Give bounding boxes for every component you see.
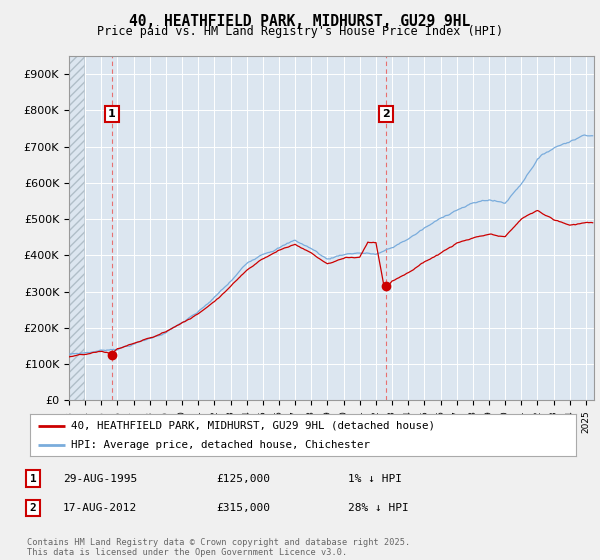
Text: 2: 2: [29, 503, 37, 513]
Text: 28% ↓ HPI: 28% ↓ HPI: [348, 503, 409, 513]
Text: 40, HEATHFIELD PARK, MIDHURST, GU29 9HL: 40, HEATHFIELD PARK, MIDHURST, GU29 9HL: [130, 14, 470, 29]
Text: 17-AUG-2012: 17-AUG-2012: [63, 503, 137, 513]
Text: 2: 2: [382, 109, 390, 119]
Text: £315,000: £315,000: [216, 503, 270, 513]
Bar: [69, 56, 83, 400]
Text: Price paid vs. HM Land Registry's House Price Index (HPI): Price paid vs. HM Land Registry's House …: [97, 25, 503, 38]
Text: 1: 1: [29, 474, 37, 484]
Text: £125,000: £125,000: [216, 474, 270, 484]
Text: 40, HEATHFIELD PARK, MIDHURST, GU29 9HL (detached house): 40, HEATHFIELD PARK, MIDHURST, GU29 9HL …: [71, 421, 435, 431]
Text: 29-AUG-1995: 29-AUG-1995: [63, 474, 137, 484]
Text: HPI: Average price, detached house, Chichester: HPI: Average price, detached house, Chic…: [71, 440, 370, 450]
Text: 1% ↓ HPI: 1% ↓ HPI: [348, 474, 402, 484]
Text: 1: 1: [108, 109, 116, 119]
Text: Contains HM Land Registry data © Crown copyright and database right 2025.
This d: Contains HM Land Registry data © Crown c…: [27, 538, 410, 557]
